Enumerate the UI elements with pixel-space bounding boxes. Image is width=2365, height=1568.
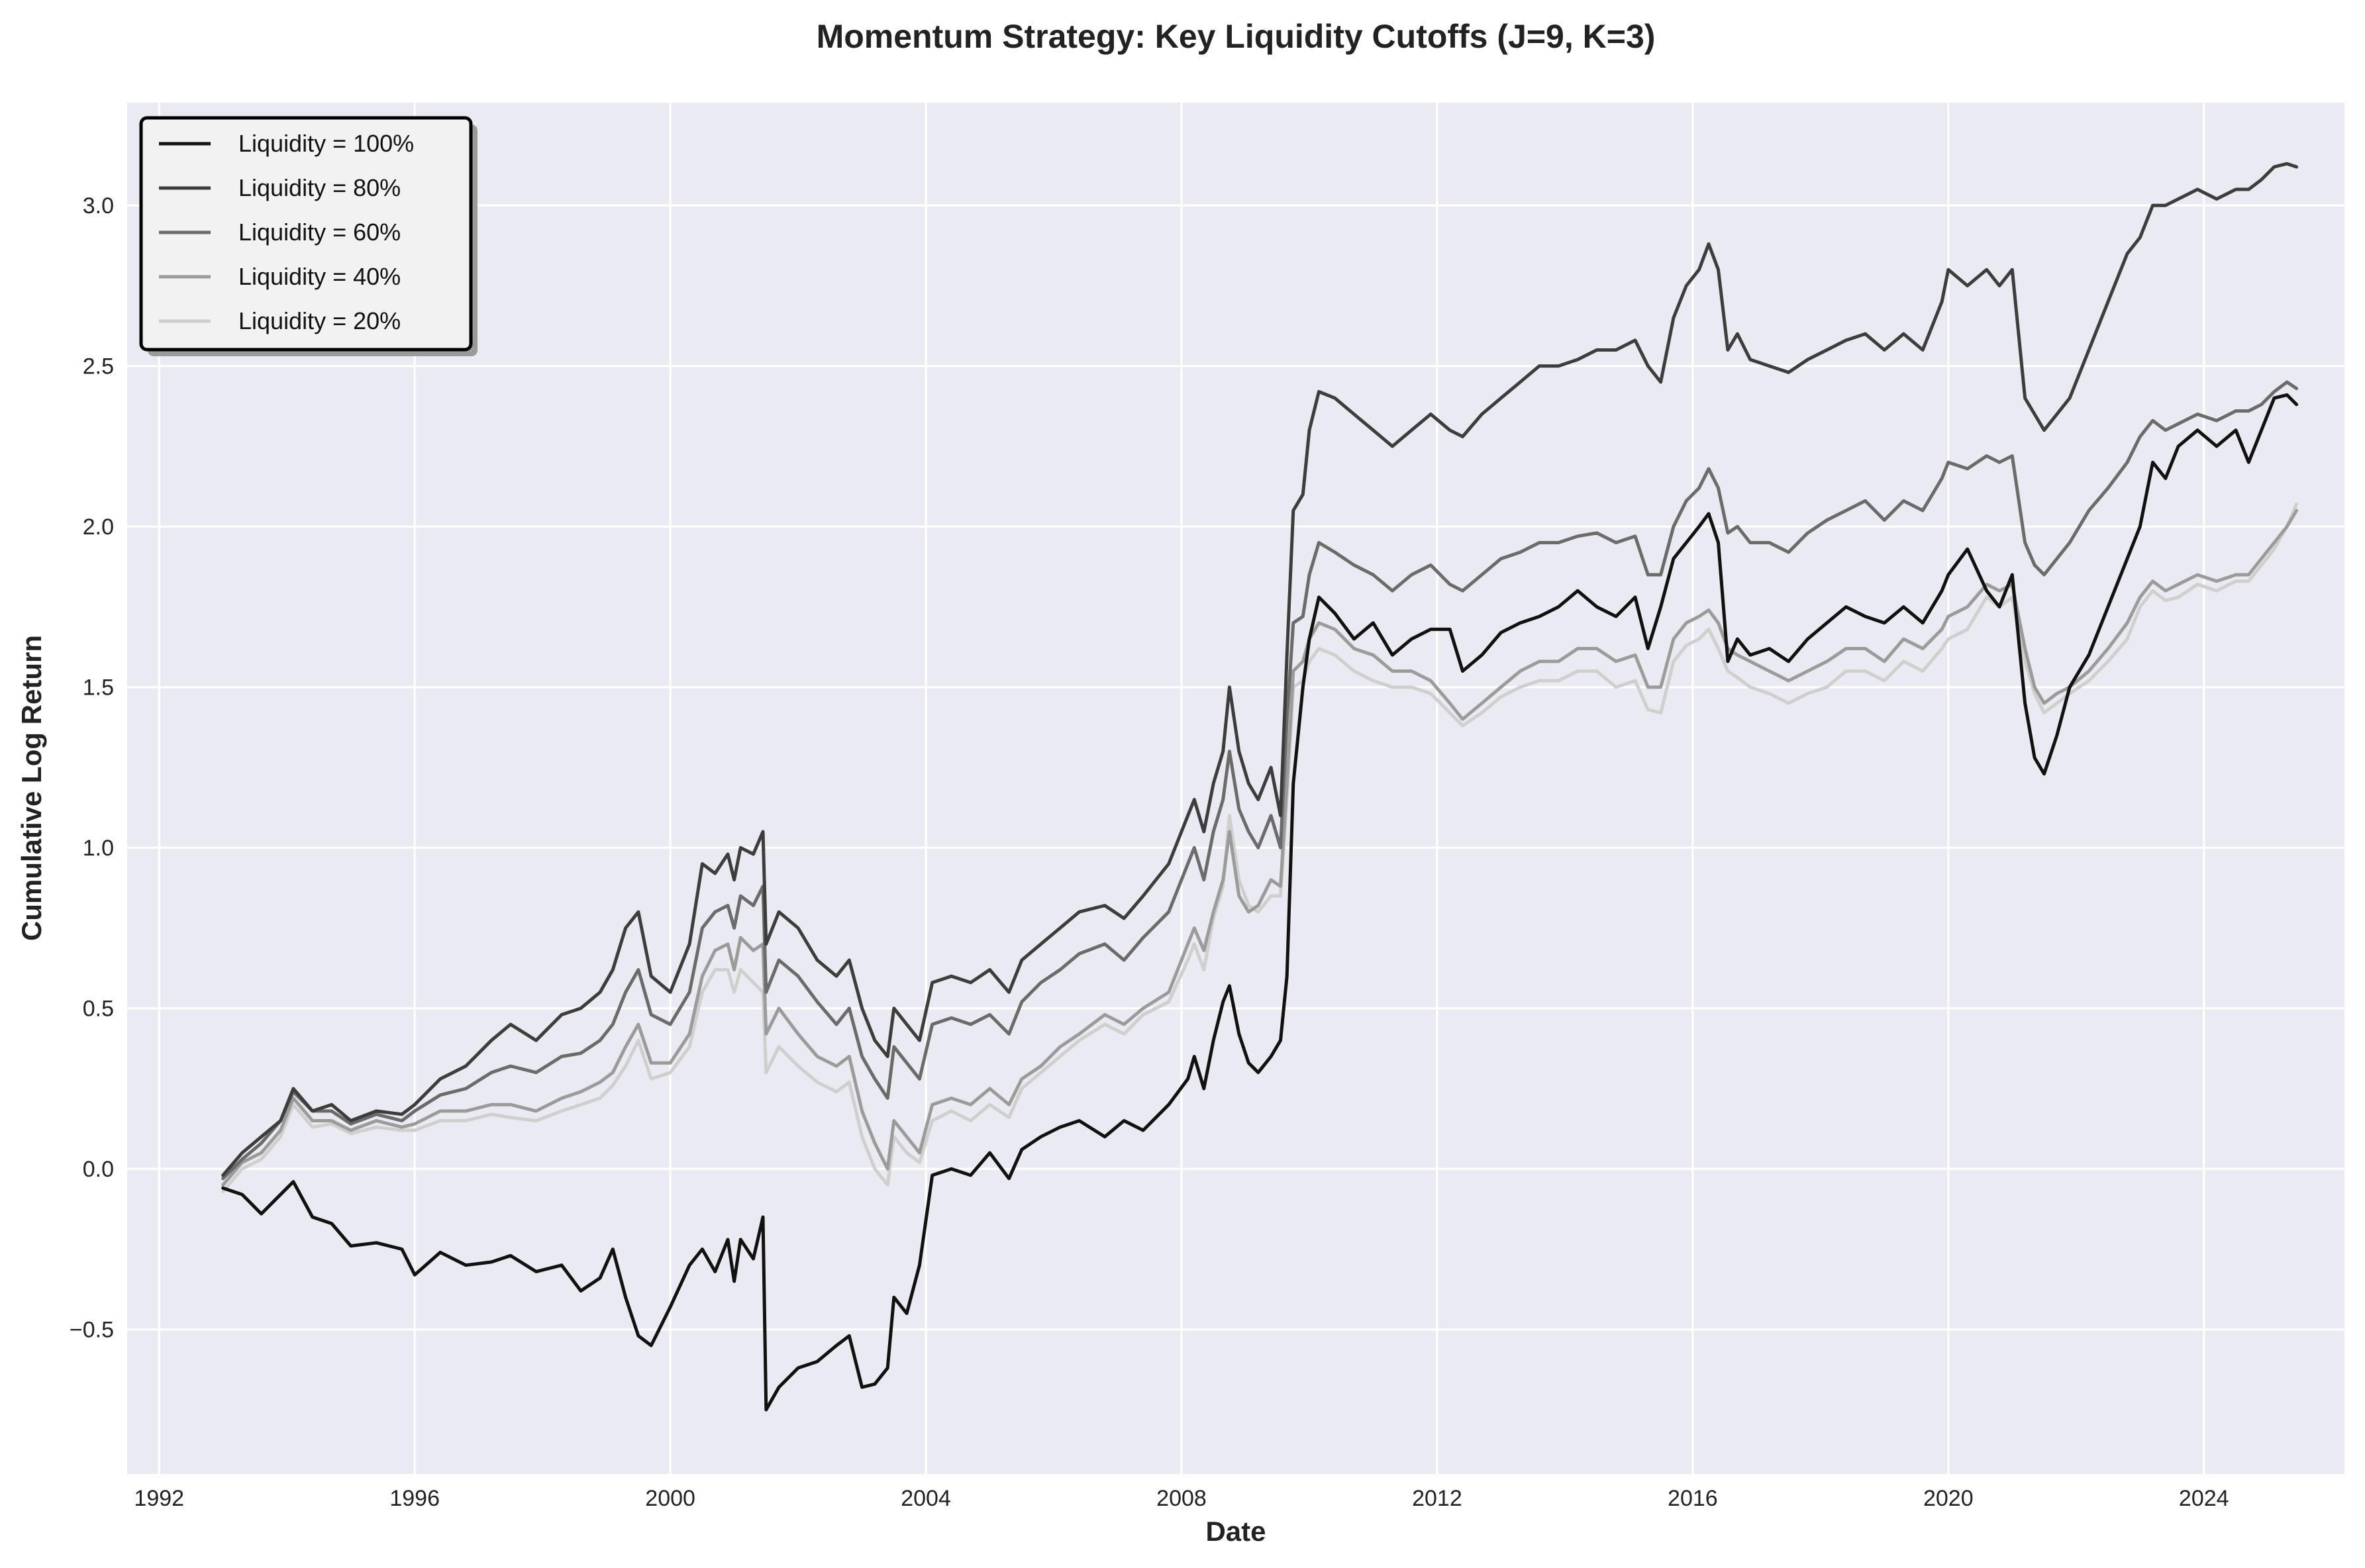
- y-tick-label: 0.0: [83, 1157, 114, 1182]
- x-tick-label: 1996: [389, 1486, 440, 1511]
- series-line-4: [221, 509, 2299, 1187]
- legend-label-5: Liquidity = 20%: [238, 307, 401, 334]
- y-axis-ticks: −0.5 0.0 0.5 1.0 1.5 2.0 2.5 3.0: [70, 193, 114, 1343]
- x-axis-label: Date: [1205, 1516, 1266, 1547]
- series-line-2: [221, 162, 2299, 1177]
- legend-frame: [139, 116, 473, 352]
- y-tick-label: −0.5: [70, 1318, 114, 1343]
- y-tick-label: 2.0: [83, 514, 114, 540]
- gridlines: [127, 103, 2344, 1474]
- legend-label-2: Liquidity = 80%: [238, 174, 401, 201]
- y-tick-label: 1.5: [83, 675, 114, 701]
- series-line-5: [221, 502, 2299, 1193]
- y-tick-label: 3.0: [83, 193, 114, 219]
- y-tick-label: 0.5: [83, 997, 114, 1022]
- legend-label-1: Liquidity = 100%: [238, 130, 414, 157]
- x-tick-label: 2024: [2179, 1486, 2229, 1511]
- legend-label-4: Liquidity = 40%: [238, 263, 401, 290]
- legend-label-3: Liquidity = 60%: [238, 219, 401, 246]
- y-tick-label: 2.5: [83, 354, 114, 379]
- x-axis-ticks: 1992 1996 2000 2004 2008 2012 2016 2020 2024: [134, 1486, 2229, 1511]
- x-tick-label: 2000: [645, 1486, 695, 1511]
- legend: Liquidity = 100% Liquidity = 80% Liquidity…: [139, 116, 478, 356]
- x-tick-label: 2008: [1156, 1486, 1207, 1511]
- x-tick-label: 2020: [1923, 1486, 1974, 1511]
- x-tick-label: 2016: [1668, 1486, 1718, 1511]
- x-tick-label: 1992: [134, 1486, 184, 1511]
- x-tick-label: 2004: [901, 1486, 951, 1511]
- x-tick-label: 2012: [1412, 1486, 1462, 1511]
- series-lines: [221, 162, 2299, 1412]
- y-tick-label: 1.0: [83, 836, 114, 861]
- series-line-3: [221, 380, 2299, 1181]
- chart-title: Momentum Strategy: Key Liquidity Cutoffs…: [817, 18, 1656, 55]
- series-line-1: [221, 393, 2299, 1412]
- y-axis-label: Cumulative Log Return: [16, 635, 47, 941]
